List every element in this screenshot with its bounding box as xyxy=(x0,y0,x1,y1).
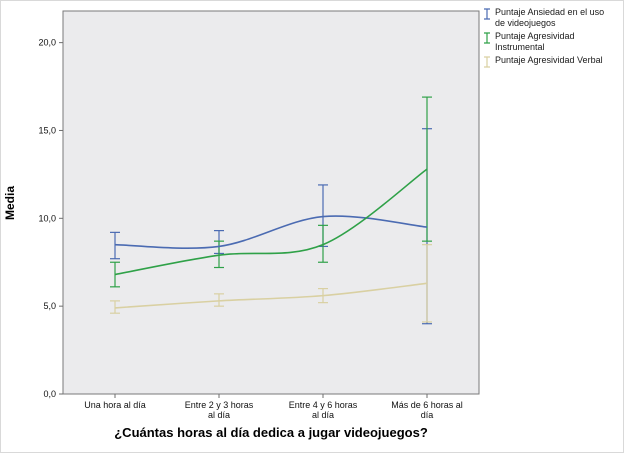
error-bar-agresividad-instrumental xyxy=(318,224,328,263)
x-tick-label: Entre 4 y 6 horas al día xyxy=(289,400,358,420)
error-bar-agresividad-verbal xyxy=(110,300,120,314)
legend-label: Puntaje Ansiedad en el uso de videojuegos xyxy=(495,7,605,28)
y-tick-label: 5,0 xyxy=(43,301,56,311)
series-line-ansiedad xyxy=(114,215,428,249)
plot-area xyxy=(62,10,480,395)
error-bar-symbol-icon xyxy=(484,32,490,44)
legend-item-agresividad-instrumental: Puntaje Agresividad Instrumental xyxy=(482,31,622,52)
line-chart-plot: 0,0 5,0 10,0 15,0 20,0 Una hora al día Entre 2… xyxy=(38,10,480,420)
legend-label: Puntaje Agresividad Instrumental xyxy=(495,31,575,52)
x-tick-label: Una hora al día xyxy=(84,400,146,410)
legend: Puntaje Ansiedad en el uso de videojuegos… xyxy=(482,7,622,72)
series-line-agresividad-instrumental xyxy=(114,168,428,276)
error-bar-agresividad-instrumental xyxy=(214,240,224,269)
error-bar-agresividad-verbal xyxy=(214,293,224,307)
legend-label: Puntaje Agresividad Verbal xyxy=(495,55,603,65)
x-tick-label: Entre 2 y 3 horas al día xyxy=(185,400,254,420)
x-tick-label: Más de 6 horas al día xyxy=(391,400,463,420)
error-bar-symbol-icon xyxy=(484,56,490,68)
error-bar-ansiedad xyxy=(110,231,120,260)
legend-item-agresividad-verbal: Puntaje Agresividad Verbal xyxy=(482,55,622,69)
x-axis-title: ¿Cuántas horas al día dedica a jugar vid… xyxy=(114,425,428,440)
legend-item-ansiedad: Puntaje Ansiedad en el uso de videojuegos xyxy=(482,7,622,28)
y-tick-label: 0,0 xyxy=(43,389,56,399)
y-tick-label: 20,0 xyxy=(38,38,56,48)
series-line-agresividad-verbal xyxy=(114,282,428,309)
y-tick-label: 10,0 xyxy=(38,213,56,223)
error-bar-symbol-icon xyxy=(484,8,490,20)
y-tick-label: 15,0 xyxy=(38,125,56,135)
